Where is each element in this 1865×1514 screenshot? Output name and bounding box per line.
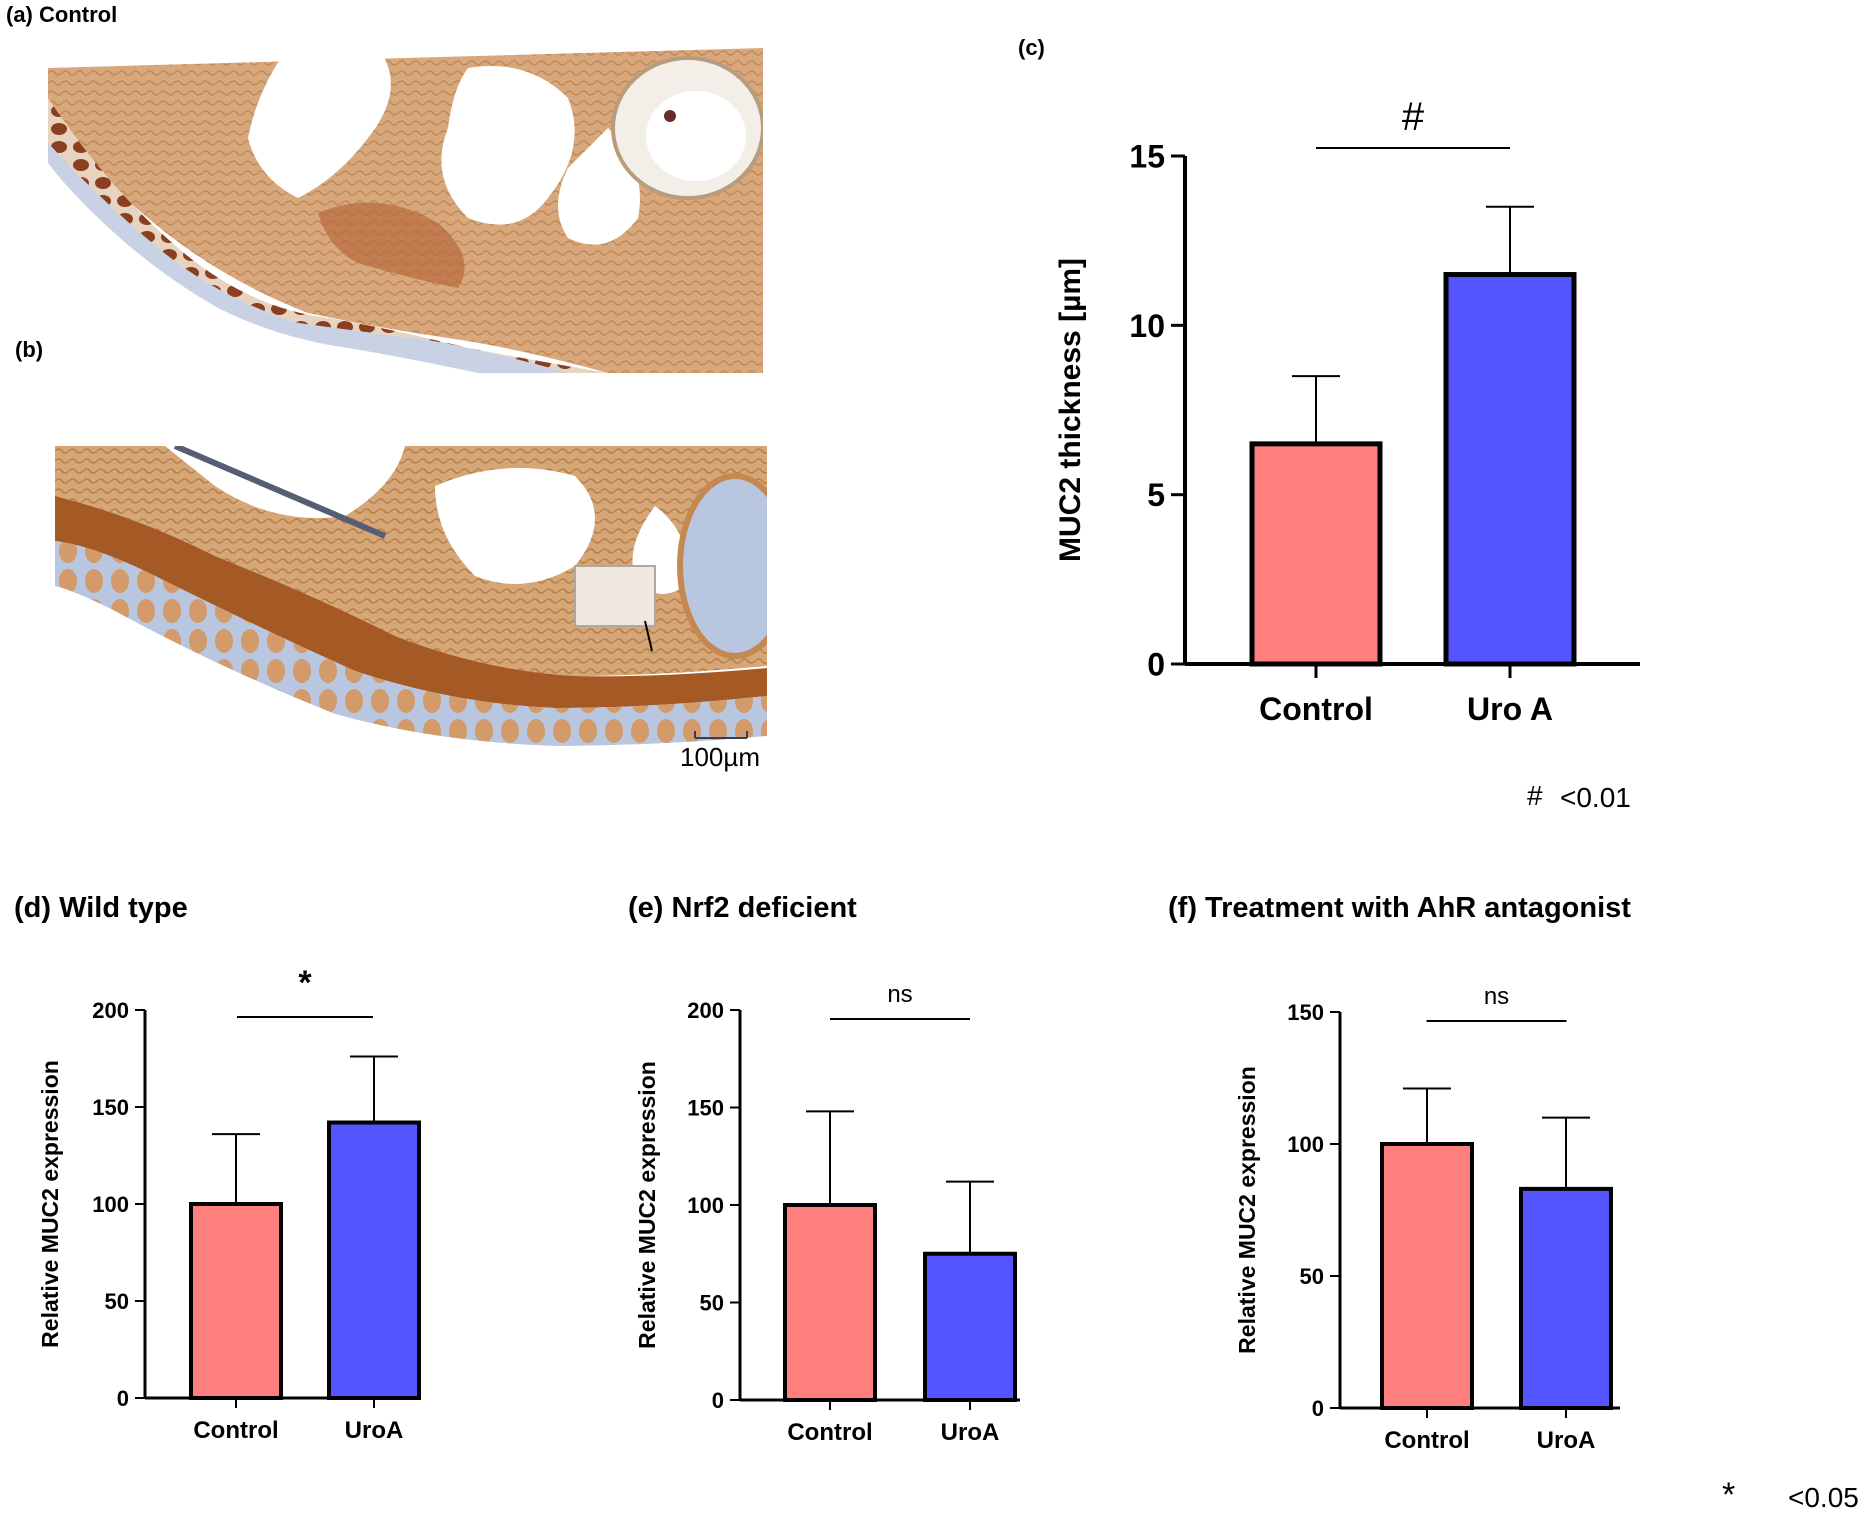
y-tick-label: 100 bbox=[687, 1193, 724, 1218]
y-tick-label: 150 bbox=[1287, 1000, 1324, 1025]
bar-control bbox=[1249, 441, 1383, 667]
y-tick-label: 5 bbox=[1147, 477, 1165, 513]
y-tick-label: 50 bbox=[1300, 1264, 1324, 1289]
significance-label: # bbox=[1402, 95, 1425, 139]
x-tick-label: UroA bbox=[941, 1419, 1000, 1446]
bar-uro-a bbox=[1443, 272, 1577, 667]
x-tick-label: Control bbox=[1259, 691, 1373, 727]
bar-control bbox=[1380, 1142, 1474, 1410]
bar-uroa bbox=[923, 1251, 1017, 1402]
panel-f-title: (f) Treatment with AhR antagonist bbox=[1168, 892, 1631, 924]
x-tick-label: Control bbox=[193, 1417, 278, 1444]
y-tick-label: 150 bbox=[687, 1095, 724, 1120]
scale-bar bbox=[694, 731, 748, 739]
x-tick-label: Control bbox=[787, 1419, 872, 1446]
x-tick-label: UroA bbox=[345, 1417, 404, 1444]
x-tick-label: UroA bbox=[1537, 1427, 1596, 1454]
micrograph-uroa-image bbox=[55, 446, 767, 766]
y-tick-label: 10 bbox=[1129, 308, 1165, 344]
y-tick-label: 100 bbox=[92, 1192, 129, 1217]
hash-note-symbol: # bbox=[1527, 780, 1543, 811]
y-tick-label: 50 bbox=[105, 1289, 129, 1314]
significance-label: ns bbox=[1484, 983, 1509, 1010]
bar-uroa bbox=[1519, 1186, 1613, 1410]
scale-bar-label: 100µm bbox=[680, 742, 761, 772]
chart-e: Control UroA 0 50 100 150 200 Relative MUC2 exp… bbox=[634, 981, 1020, 1446]
hash-note-pvalue: <0.01 bbox=[1560, 782, 1631, 813]
micrograph-control bbox=[48, 48, 763, 373]
y-tick-label: 0 bbox=[117, 1386, 129, 1411]
x-tick-label: Control bbox=[1384, 1427, 1469, 1454]
chart-f: Control UroA 0 50 100 150 Relative MUC2 expres… bbox=[1234, 983, 1620, 1454]
micrograph-control-image bbox=[48, 48, 763, 373]
y-axis-label: Relative MUC2 expression bbox=[37, 1060, 63, 1348]
y-axis-label: Relative MUC2 expression bbox=[1234, 1066, 1260, 1354]
bar-control bbox=[189, 1202, 283, 1400]
significance-label: * bbox=[298, 964, 312, 1002]
chart-d: Control UroA 0 50 100 150 200 Relative MUC2 exp… bbox=[37, 964, 421, 1444]
y-tick-label: 0 bbox=[1312, 1396, 1324, 1421]
bar-uroa bbox=[327, 1120, 421, 1401]
y-tick-label: 200 bbox=[92, 998, 129, 1023]
panel-c-label: (c) bbox=[1018, 35, 1045, 60]
star-note-symbol: * bbox=[1722, 1476, 1736, 1514]
panel-e-title: (e) Nrf2 deficient bbox=[628, 892, 857, 924]
y-tick-label: 50 bbox=[700, 1290, 724, 1315]
significance-label: ns bbox=[887, 981, 912, 1008]
y-axis-label: MUC2 thickness [µm] bbox=[1054, 258, 1087, 562]
x-tick-label: Uro A bbox=[1467, 691, 1553, 727]
y-tick-label: 200 bbox=[687, 998, 724, 1023]
y-tick-label: 150 bbox=[92, 1095, 129, 1120]
micrograph-uroa bbox=[55, 446, 767, 766]
star-note-pvalue: <0.05 bbox=[1788, 1482, 1859, 1513]
panel-d-title: (d) Wild type bbox=[14, 892, 188, 924]
panel-a-label: (a) Control bbox=[6, 2, 118, 27]
y-tick-label: 15 bbox=[1129, 139, 1165, 175]
y-tick-label: 0 bbox=[712, 1388, 724, 1413]
y-tick-label: 100 bbox=[1287, 1132, 1324, 1157]
chart-c: Control Uro A 0 5 10 15 MUC2 thickness [µm] # bbox=[1054, 95, 1640, 727]
y-axis-label: Relative MUC2 expression bbox=[634, 1061, 660, 1349]
bar-control bbox=[783, 1203, 877, 1402]
y-tick-label: 0 bbox=[1147, 647, 1165, 683]
